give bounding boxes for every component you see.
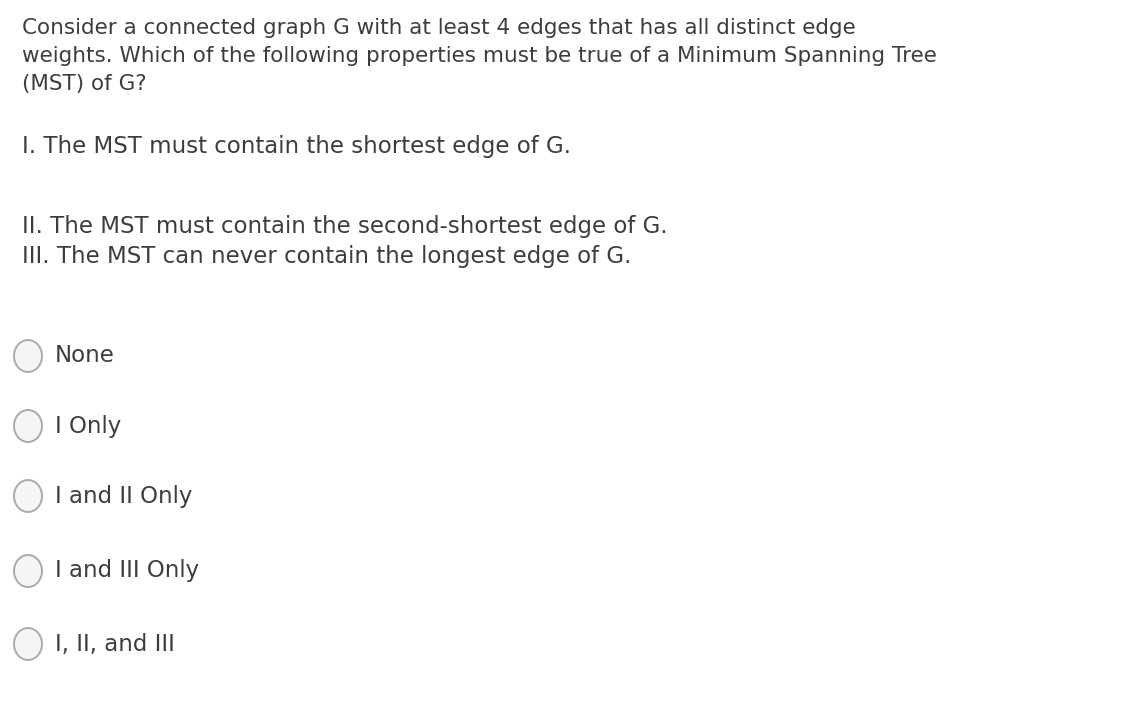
Text: II. The MST must contain the second-shortest edge of G.: II. The MST must contain the second-shor… bbox=[22, 215, 668, 238]
Text: I, II, and III: I, II, and III bbox=[55, 632, 174, 655]
Ellipse shape bbox=[14, 480, 42, 512]
Text: (MST) of G?: (MST) of G? bbox=[22, 74, 147, 94]
Text: I and II Only: I and II Only bbox=[55, 485, 193, 508]
Text: None: None bbox=[55, 344, 115, 367]
Text: III. The MST can never contain the longest edge of G.: III. The MST can never contain the longe… bbox=[22, 245, 631, 268]
Ellipse shape bbox=[14, 410, 42, 442]
Text: I Only: I Only bbox=[55, 415, 122, 438]
Ellipse shape bbox=[14, 555, 42, 587]
Ellipse shape bbox=[14, 628, 42, 660]
Ellipse shape bbox=[14, 340, 42, 372]
Text: I. The MST must contain the shortest edge of G.: I. The MST must contain the shortest edg… bbox=[22, 135, 571, 158]
Text: weights. Which of the following properties must be true of a Minimum Spanning Tr: weights. Which of the following properti… bbox=[22, 46, 937, 66]
Text: Consider a connected graph G with at least 4 edges that has all distinct edge: Consider a connected graph G with at lea… bbox=[22, 18, 855, 38]
Text: I and III Only: I and III Only bbox=[55, 559, 199, 582]
